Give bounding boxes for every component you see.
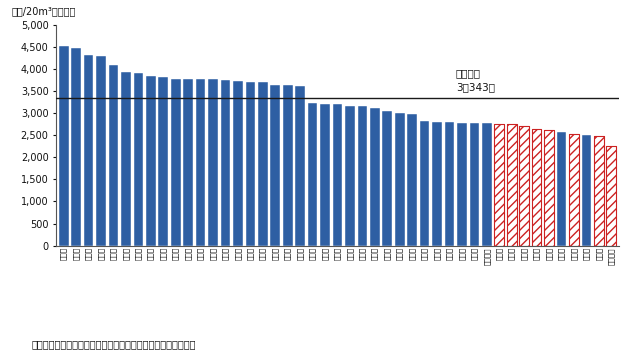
Bar <box>532 130 541 246</box>
Bar <box>283 85 292 246</box>
Bar <box>121 72 131 246</box>
Bar <box>357 106 367 246</box>
Bar <box>432 122 442 246</box>
Bar <box>557 132 566 246</box>
Bar <box>494 124 504 246</box>
Bar <box>183 79 193 246</box>
Bar <box>246 82 255 246</box>
Bar <box>532 130 541 246</box>
Bar <box>594 135 604 246</box>
Bar <box>420 121 429 246</box>
Bar <box>208 79 218 246</box>
Bar <box>332 104 342 246</box>
Bar <box>134 73 143 246</box>
Bar <box>569 134 579 246</box>
Bar <box>519 126 529 246</box>
Bar <box>59 46 69 246</box>
Bar <box>569 134 579 246</box>
Bar <box>296 86 305 246</box>
Bar <box>271 85 280 246</box>
Text: 全国平均
3，343円: 全国平均 3，343円 <box>456 68 495 93</box>
Bar <box>606 146 616 246</box>
Bar <box>109 65 118 246</box>
Bar <box>544 130 554 246</box>
Bar <box>345 106 355 246</box>
Bar <box>196 79 206 246</box>
Bar <box>233 81 242 246</box>
Bar <box>507 124 517 246</box>
Bar <box>457 123 467 246</box>
Bar <box>71 48 81 246</box>
Bar <box>308 103 318 246</box>
Bar <box>444 122 454 246</box>
Text: （円/20m³当たり）: （円/20m³当たり） <box>11 6 76 16</box>
Bar <box>544 130 554 246</box>
Bar <box>258 82 268 246</box>
Bar <box>84 55 94 246</box>
Bar <box>469 123 479 246</box>
Bar <box>370 108 380 246</box>
Bar <box>507 124 517 246</box>
Bar <box>482 123 492 246</box>
Bar <box>581 135 591 246</box>
Bar <box>96 56 106 246</box>
Bar <box>594 135 604 246</box>
Bar <box>320 104 330 246</box>
Bar <box>158 77 168 246</box>
Bar <box>382 111 392 246</box>
Bar <box>606 146 616 246</box>
Bar <box>395 113 404 246</box>
Bar <box>221 80 231 246</box>
Text: （備考）公益社団法人日本水道協会「水道料金表」より作成。: （備考）公益社団法人日本水道協会「水道料金表」より作成。 <box>31 339 196 349</box>
Bar <box>408 114 417 246</box>
Bar <box>146 76 156 246</box>
Bar <box>519 126 529 246</box>
Bar <box>171 79 181 246</box>
Bar <box>494 124 504 246</box>
